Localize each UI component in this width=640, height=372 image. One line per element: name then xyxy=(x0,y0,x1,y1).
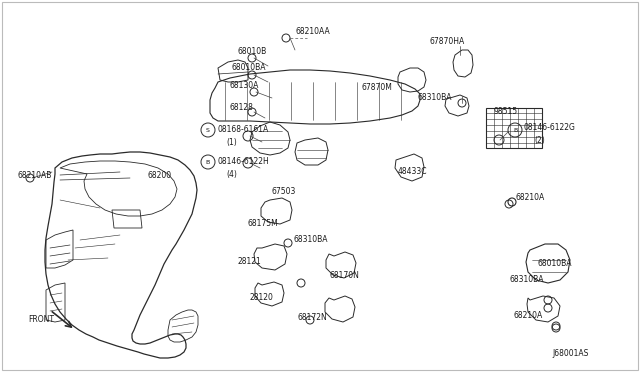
Text: 68210AB: 68210AB xyxy=(18,170,52,180)
Text: 68128: 68128 xyxy=(230,103,254,112)
Text: 98515: 98515 xyxy=(494,108,518,116)
Text: 68210A: 68210A xyxy=(516,193,545,202)
Text: 68170N: 68170N xyxy=(330,272,360,280)
Text: S: S xyxy=(206,128,210,132)
Text: 67503: 67503 xyxy=(272,187,296,196)
Text: 67870M: 67870M xyxy=(362,83,393,93)
Text: 48433C: 48433C xyxy=(398,167,428,176)
Text: (1): (1) xyxy=(226,138,237,148)
Text: 08146-6122H: 08146-6122H xyxy=(218,157,269,167)
Text: 68310BA: 68310BA xyxy=(510,276,545,285)
Text: 68310BA: 68310BA xyxy=(418,93,452,103)
Text: 28121: 28121 xyxy=(238,257,262,266)
Text: 68210AA: 68210AA xyxy=(295,28,330,36)
Text: 68010B: 68010B xyxy=(238,48,268,57)
Text: 68210A: 68210A xyxy=(514,311,543,321)
Text: 08168-6161A: 08168-6161A xyxy=(218,125,269,135)
Text: 68200: 68200 xyxy=(148,170,172,180)
Text: 68310BA: 68310BA xyxy=(294,235,328,244)
Text: B: B xyxy=(513,128,517,132)
Text: B: B xyxy=(206,160,210,164)
Text: 08146-6122G: 08146-6122G xyxy=(524,124,576,132)
Text: J68001AS: J68001AS xyxy=(552,350,588,359)
Text: 68010BA: 68010BA xyxy=(538,260,573,269)
Text: 28120: 28120 xyxy=(250,294,274,302)
Text: 68172N: 68172N xyxy=(298,312,328,321)
Text: 68175M: 68175M xyxy=(248,218,279,228)
Text: 68130A: 68130A xyxy=(230,80,259,90)
Text: (4): (4) xyxy=(226,170,237,180)
Text: 68010BA: 68010BA xyxy=(232,62,266,71)
Text: 67870HA: 67870HA xyxy=(430,38,465,46)
Text: (2): (2) xyxy=(534,137,545,145)
Text: FRONT: FRONT xyxy=(28,315,54,324)
